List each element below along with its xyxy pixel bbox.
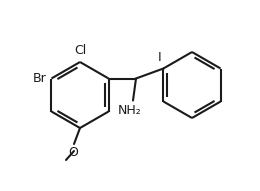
Text: NH₂: NH₂: [118, 104, 142, 117]
Text: Br: Br: [33, 72, 47, 85]
Text: Cl: Cl: [74, 44, 86, 57]
Text: I: I: [158, 50, 161, 63]
Text: O: O: [68, 146, 78, 159]
